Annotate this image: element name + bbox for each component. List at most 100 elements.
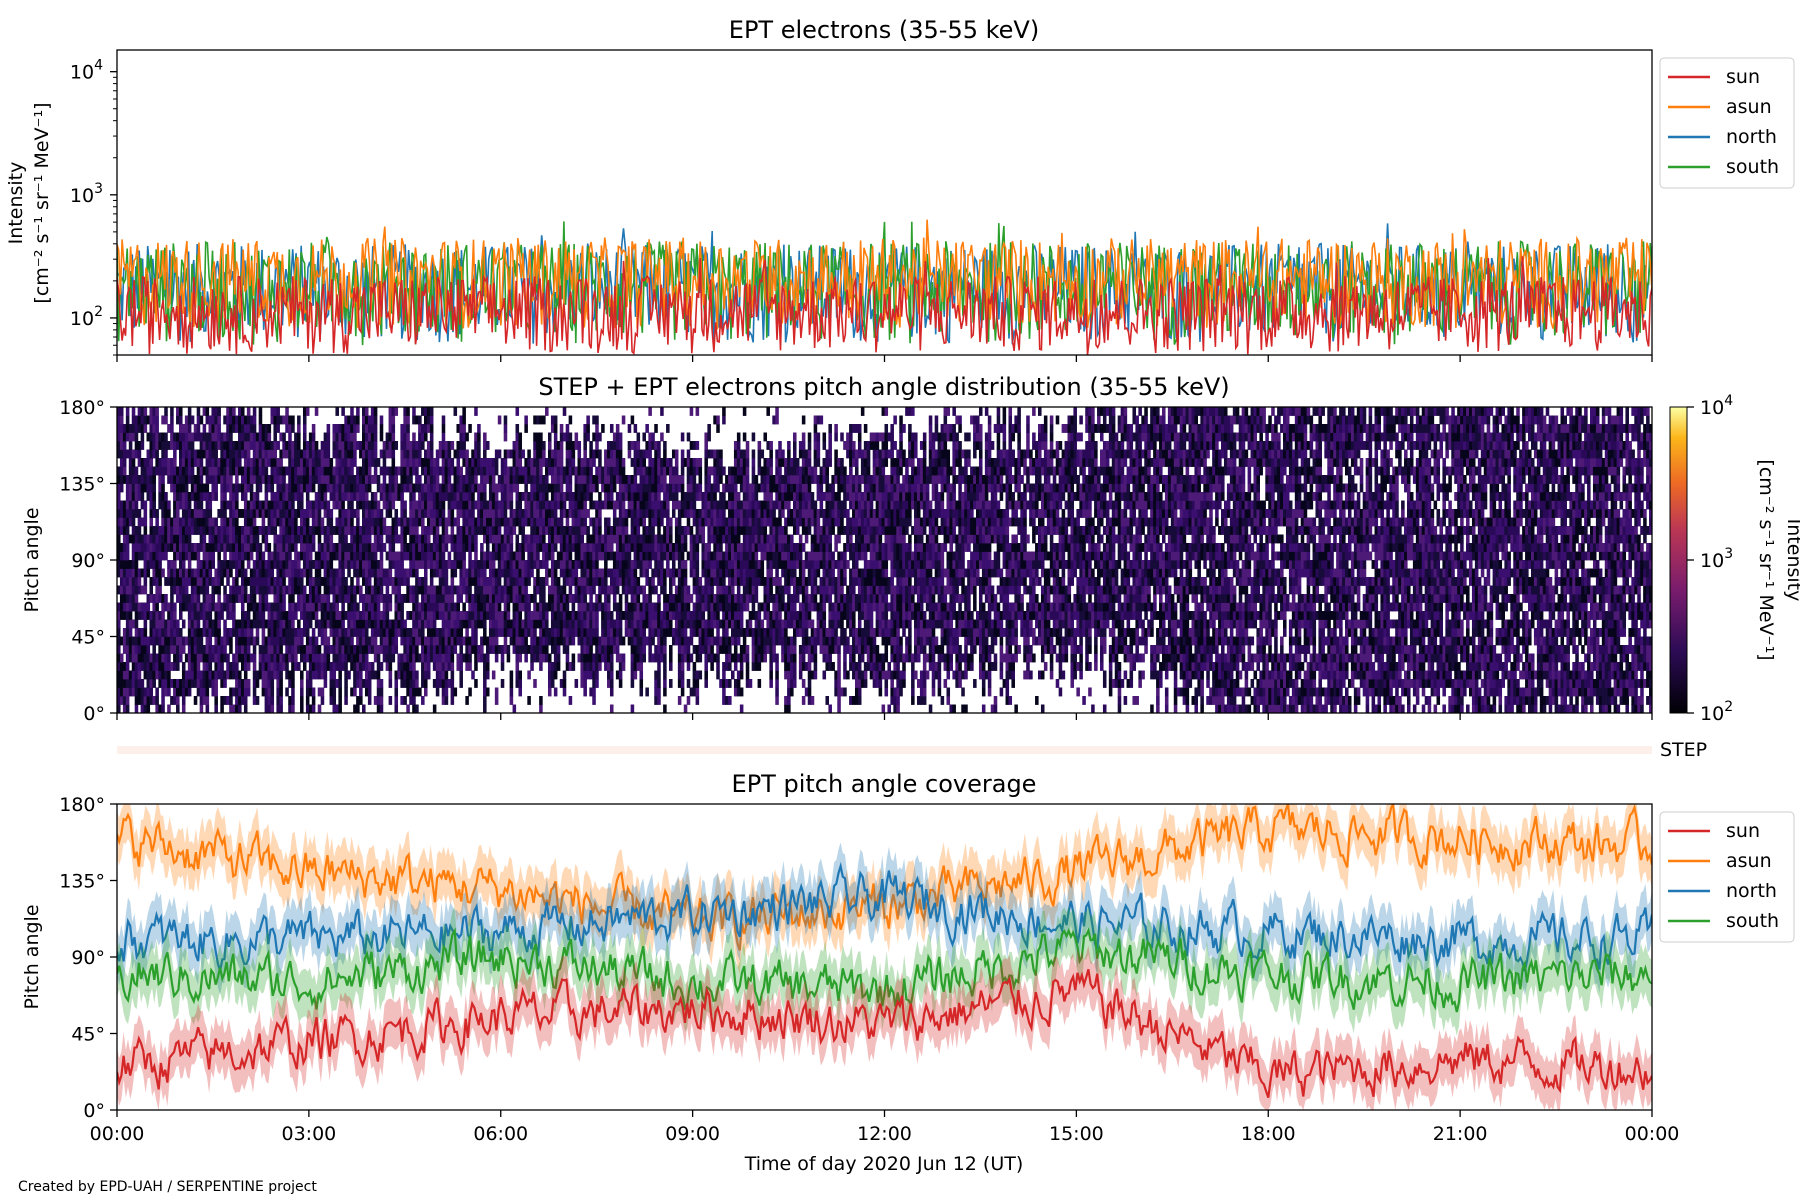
heatmap-cell: [341, 407, 345, 416]
heatmap-cell: [311, 594, 316, 603]
heatmap-cell: [450, 517, 455, 527]
heatmap-cell: [258, 594, 263, 603]
heatmap-cell: [344, 696, 348, 705]
heatmap-cell: [456, 551, 461, 561]
heatmap-cell: [480, 653, 484, 663]
heatmap-cell: [243, 432, 248, 442]
heatmap-cell: [562, 670, 567, 680]
heatmap-cell: [217, 645, 221, 654]
heatmap-cell: [202, 534, 207, 544]
heatmap-cell: [128, 602, 133, 612]
heatmap-cell: [176, 466, 180, 476]
heatmap-cell: [117, 696, 121, 705]
heatmap-cell: [264, 526, 269, 535]
heatmap-cell: [273, 628, 277, 637]
heatmap-cell: [409, 696, 413, 705]
heatmap-cell: [314, 560, 319, 569]
heatmap-cell: [229, 526, 233, 535]
heatmap-cell: [128, 560, 133, 569]
heatmap-cell: [364, 679, 369, 688]
heatmap-cell: [152, 560, 156, 569]
heatmap-cell: [119, 415, 124, 425]
heatmap-cell: [441, 441, 446, 450]
heatmap-cell: [152, 526, 156, 535]
heatmap-cell: [509, 670, 514, 680]
heatmap-cell: [320, 670, 325, 680]
heatmap-cell: [270, 407, 275, 416]
heatmap-cell: [379, 577, 384, 586]
heatmap-cell: [297, 645, 301, 654]
heatmap-cell: [462, 534, 466, 544]
heatmap-cell: [117, 432, 121, 442]
heatmap-cell: [176, 526, 180, 535]
heatmap-cell: [465, 577, 469, 586]
heatmap-cell: [308, 441, 313, 450]
heatmap-cell: [317, 628, 322, 637]
heatmap-cell: [595, 628, 599, 637]
heatmap-cell: [468, 619, 472, 629]
heatmap-cell: [208, 415, 213, 425]
heatmap-cell: [146, 432, 151, 442]
heatmap-cell: [382, 492, 387, 501]
heatmap-cell: [205, 594, 210, 603]
heatmap-cell: [217, 602, 221, 612]
heatmap-cell: [223, 585, 227, 595]
heatmap-cell: [382, 628, 387, 637]
heatmap-cell: [320, 458, 325, 467]
heatmap-cell: [494, 687, 499, 697]
heatmap-cell: [223, 602, 227, 612]
heatmap-cell: [483, 534, 487, 544]
heatmap-cell: [211, 585, 216, 595]
heatmap-cell: [152, 424, 156, 433]
heatmap-cell: [308, 636, 313, 646]
heatmap-cell: [208, 432, 213, 442]
heatmap-cell: [249, 466, 254, 476]
heatmap-cell: [119, 594, 124, 603]
heatmap-cell: [459, 611, 463, 620]
heatmap-cell: [161, 543, 165, 552]
heatmap-cell: [232, 585, 236, 595]
heatmap-cell: [291, 662, 295, 671]
heatmap-cell: [459, 619, 463, 629]
heatmap-cell: [291, 568, 295, 578]
heatmap-cell: [119, 611, 124, 620]
heatmap-cell: [382, 568, 387, 578]
heatmap-cell: [376, 679, 381, 688]
heatmap-cell: [255, 628, 260, 637]
heatmap-cell: [332, 449, 337, 459]
heatmap-cell: [297, 534, 301, 544]
heatmap-cell: [426, 636, 431, 646]
heatmap-cell: [261, 687, 266, 697]
heatmap-cell: [471, 636, 475, 646]
heatmap-cell: [376, 619, 381, 629]
heatmap-cell: [441, 551, 446, 561]
heatmap-cell: [252, 645, 257, 654]
heatmap-cell: [288, 500, 292, 510]
heatmap-cell: [220, 662, 224, 671]
heatmap-cell: [243, 534, 248, 544]
heatmap-cell: [137, 449, 142, 459]
heatmap-cell: [598, 526, 602, 535]
heatmap-cell: [435, 594, 440, 603]
heatmap-cell: [553, 543, 558, 552]
heatmap-cell: [152, 645, 156, 654]
heatmap-cell: [320, 577, 325, 586]
heatmap-cell: [240, 526, 245, 535]
heatmap-cell: [255, 466, 260, 476]
heatmap-cell: [335, 517, 339, 527]
heatmap-cell: [243, 619, 248, 629]
heatmap-cell: [243, 492, 248, 501]
heatmap-cell: [282, 492, 286, 501]
heatmap-cell: [415, 441, 419, 450]
heatmap-cell: [400, 577, 404, 586]
heatmap-cell: [376, 500, 381, 510]
heatmap-cell: [294, 585, 298, 595]
heatmap-cell: [323, 670, 328, 680]
heatmap-cell: [462, 560, 466, 569]
heatmap-cell: [338, 449, 342, 459]
heatmap-cell: [503, 509, 508, 518]
heatmap-cell: [332, 432, 337, 442]
heatmap-cell: [173, 466, 177, 476]
heatmap-cell: [282, 611, 286, 620]
heatmap-cell: [258, 509, 263, 518]
